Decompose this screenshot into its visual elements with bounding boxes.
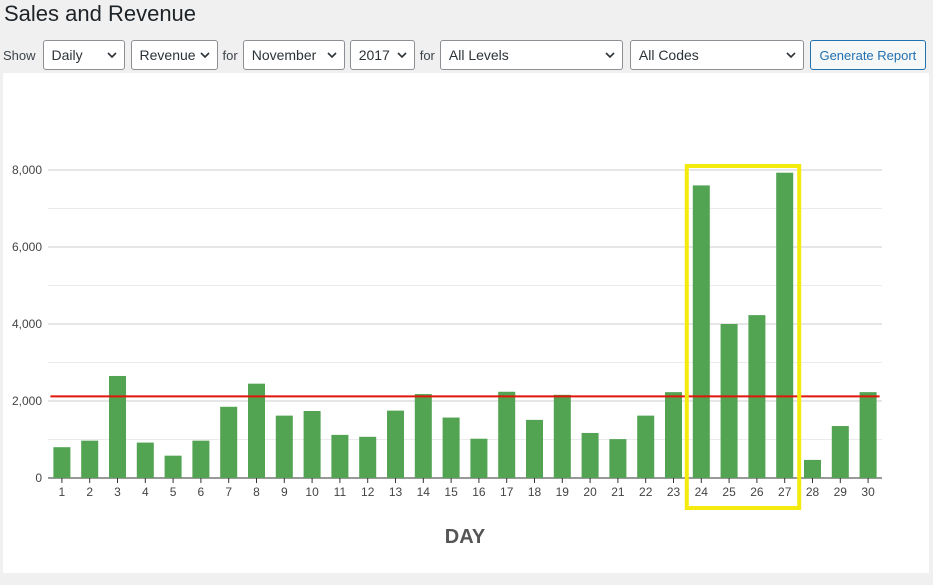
- x-tick-label: 14: [417, 485, 431, 499]
- chevron-down-icon: [786, 52, 796, 59]
- bar: [442, 417, 460, 478]
- x-tick-label: 9: [281, 485, 288, 499]
- chevron-down-icon: [327, 52, 337, 59]
- y-tick-label: 4,000: [12, 317, 42, 331]
- level-select[interactable]: All Levels: [439, 40, 623, 70]
- highlight-box: [684, 164, 802, 510]
- year-select-value: 2017: [358, 47, 390, 63]
- x-tick-label: 12: [361, 485, 375, 499]
- bar: [136, 442, 154, 478]
- bar: [248, 383, 265, 478]
- bar: [637, 415, 655, 478]
- y-tick-label: 0: [35, 471, 42, 485]
- month-select[interactable]: November: [242, 40, 345, 70]
- level-select-value: All Levels: [448, 47, 509, 63]
- report-filters: Show Daily Revenue for November 2017 for…: [3, 40, 926, 70]
- for-label: for: [222, 47, 238, 63]
- y-tick-label: 6,000: [12, 240, 42, 254]
- bar: [720, 324, 738, 478]
- show-label: Show: [3, 47, 36, 63]
- x-tick-label: 15: [444, 485, 458, 499]
- chevron-down-icon: [199, 52, 210, 59]
- x-tick-label: 17: [500, 485, 514, 499]
- x-tick-label: 3: [114, 485, 121, 499]
- x-tick-label: 30: [861, 485, 875, 499]
- x-tick-label: 11: [334, 485, 347, 499]
- code-select[interactable]: All Codes: [629, 40, 804, 70]
- x-tick-label: 5: [170, 485, 177, 499]
- bar: [526, 419, 543, 478]
- metric-select[interactable]: Revenue: [130, 40, 218, 70]
- x-tick-label: 4: [142, 485, 149, 499]
- chart-panel: 0 2,000 4,000 6,000 8,000 1 2 3 4 5 6 7 8 9 10 11 12 13 14…: [3, 73, 929, 573]
- x-tick-label: 24: [695, 485, 709, 499]
- x-tick-label: 23: [667, 485, 681, 499]
- x-tick-label: 20: [583, 485, 597, 499]
- x-tick-label: 26: [750, 485, 764, 499]
- bar: [81, 440, 99, 478]
- chevron-down-icon: [106, 52, 117, 59]
- bar: [331, 434, 349, 478]
- bar: [470, 438, 488, 478]
- x-axis-title: DAY: [445, 526, 486, 548]
- x-tick-label: 21: [611, 485, 625, 499]
- bar: [553, 394, 571, 478]
- y-tick-label: 2,000: [12, 394, 42, 408]
- bar: [692, 185, 710, 478]
- bar: [581, 432, 599, 478]
- x-tick-label: 8: [253, 485, 260, 499]
- x-tick-label: 16: [472, 485, 486, 499]
- bar: [275, 415, 293, 478]
- year-select[interactable]: 2017: [349, 40, 415, 70]
- x-tick-label: 18: [528, 485, 542, 499]
- bar: [859, 392, 877, 478]
- x-tick-label: 10: [305, 485, 319, 499]
- metric-select-value: Revenue: [139, 47, 196, 63]
- x-tick-label: 6: [198, 485, 205, 499]
- y-tick-label: 8,000: [12, 163, 42, 177]
- x-tick-label: 29: [834, 485, 848, 499]
- x-tick-label: 2: [86, 485, 93, 499]
- chevron-down-icon: [397, 52, 407, 59]
- bar: [609, 439, 627, 478]
- bar: [665, 392, 682, 478]
- bar: [53, 447, 71, 478]
- bar: [220, 406, 238, 478]
- period-select-value: Daily: [51, 47, 83, 63]
- generate-report-button[interactable]: Generate Report: [809, 40, 926, 70]
- bar: [359, 436, 377, 478]
- chevron-down-icon: [605, 52, 615, 59]
- x-tick-label: 27: [778, 485, 792, 499]
- period-select[interactable]: Daily: [42, 40, 125, 70]
- bar: [414, 394, 432, 478]
- x-tick-label: 13: [389, 485, 403, 499]
- for-label: for: [419, 47, 435, 63]
- bar: [303, 411, 321, 478]
- x-tick-label: 1: [59, 485, 66, 499]
- bar: [804, 459, 821, 478]
- page-title: Sales and Revenue: [4, 1, 197, 26]
- bar: [192, 440, 210, 478]
- bar: [164, 455, 182, 478]
- month-select-value: November: [251, 47, 317, 63]
- code-select-value: All Codes: [638, 47, 699, 63]
- x-tick-label: 25: [722, 485, 736, 499]
- x-tick-label: 22: [639, 485, 653, 499]
- bar: [776, 172, 794, 478]
- bar: [387, 410, 404, 478]
- x-tick-label: 28: [806, 485, 820, 499]
- x-tick-label: 7: [225, 485, 232, 499]
- bar: [109, 375, 126, 478]
- x-tick-label: 19: [556, 485, 570, 499]
- bar: [498, 391, 516, 478]
- bar: [831, 426, 849, 478]
